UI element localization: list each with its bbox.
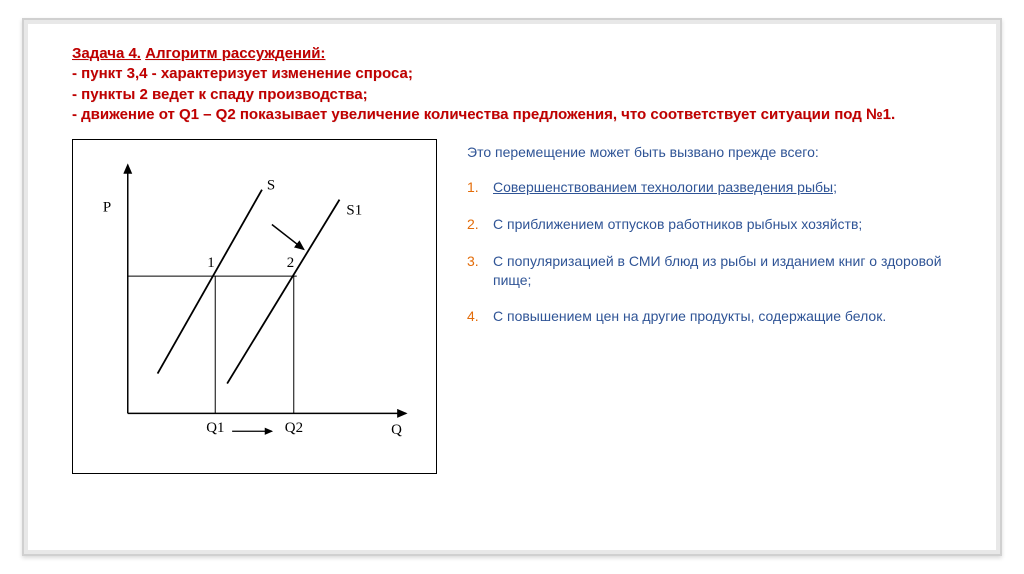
q1-label: Q1 [206,420,224,436]
option-1: Совершенствованием технологии разведения… [467,178,952,197]
slide-frame: Задача 4. Алгоритм рассуждений: - пункт … [22,18,1002,556]
shift-arrow [272,224,304,249]
options-list: Совершенствованием технологии разведения… [467,178,952,326]
header-line1: - пункт 3,4 - характеризует изменение сп… [72,65,413,82]
supply-curve-s1 [227,200,339,384]
y-axis-label: P [103,200,111,216]
header-line3: - движение от Q1 – Q2 показывает увеличе… [72,106,895,123]
point-2-label: 2 [287,255,294,271]
point-1-label: 1 [207,255,214,271]
supply-curve-s [158,190,262,374]
content-row: P Q S S1 1 2 Q1 Q2 [72,139,952,474]
q2-label: Q2 [285,420,303,436]
task-subtitle: Алгоритм рассуждений: [145,45,325,62]
intro-text: Это перемещение может быть вызвано прежд… [467,143,952,162]
chart-svg: P Q S S1 1 2 Q1 Q2 [73,140,436,473]
header-line2: - пункты 2 ведет к спаду производства; [72,86,368,103]
label-s1: S1 [346,203,362,219]
header-block: Задача 4. Алгоритм рассуждений: - пункт … [72,44,952,125]
label-s: S [267,178,275,194]
right-column: Это перемещение может быть вызвано прежд… [467,139,952,474]
option-4: С повышением цен на другие продукты, сод… [467,307,952,326]
x-axis-label: Q [391,422,402,438]
option-3: С популяризацией в СМИ блюд из рыбы и из… [467,252,952,290]
option-2: С приближением отпусков работников рыбны… [467,215,952,234]
task-title: Задача 4. [72,45,141,62]
supply-chart: P Q S S1 1 2 Q1 Q2 [72,139,437,474]
